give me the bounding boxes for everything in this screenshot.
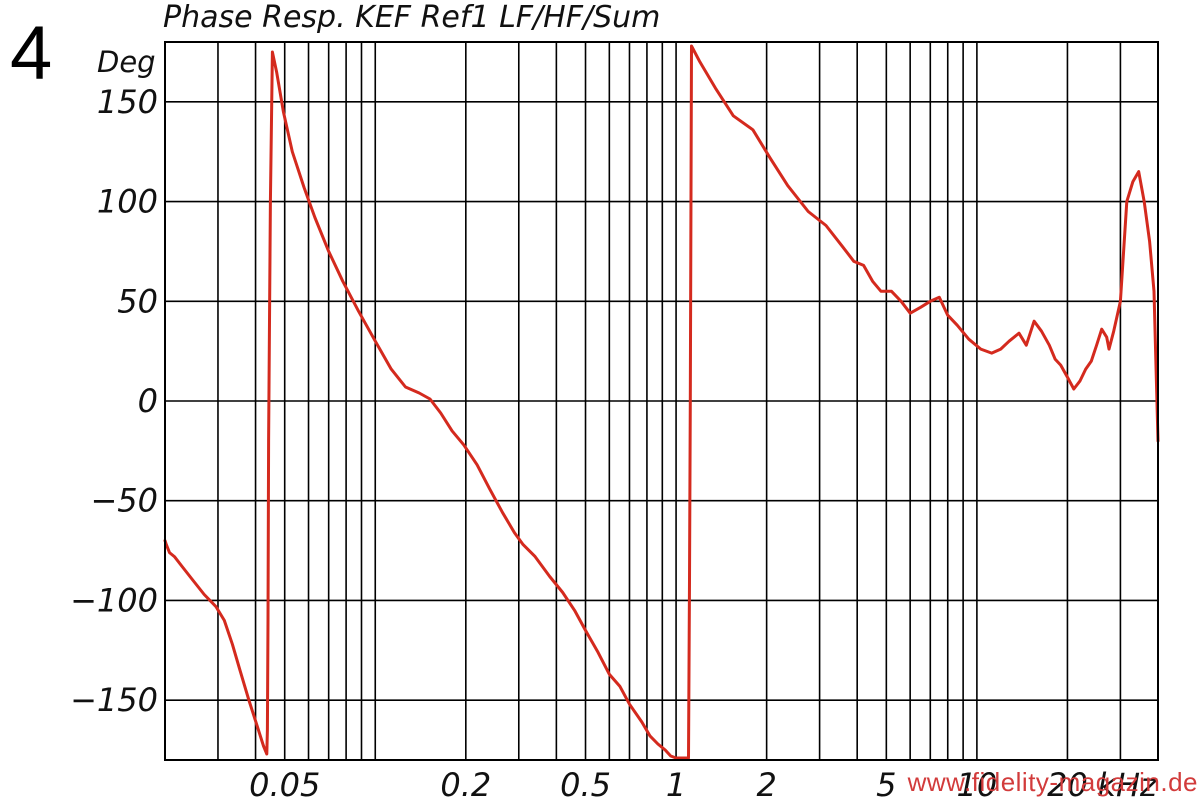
x-tick-label: 10 (957, 766, 998, 800)
y-tick-label: 50 (117, 282, 158, 320)
figure-number: 4 (10, 11, 53, 96)
y-tick-label: 0 (138, 382, 158, 420)
y-axis-unit-label: Deg (97, 45, 156, 79)
chart-title: Phase Resp. KEF Ref1 LF/HF/Sum (163, 0, 660, 35)
x-tick-label: 2 (756, 766, 776, 800)
x-axis-unit-label: kHz (1097, 766, 1158, 800)
y-tick-label: −50 (90, 482, 158, 520)
x-tick-label: 5 (876, 766, 896, 800)
x-tick-label: 0.5 (560, 766, 611, 800)
y-tick-label: −100 (70, 581, 158, 619)
chart-tick-labels: 150 100 50 0 −50 −100 −150 0.05 0.2 0.5 1 2 5 10 20 kHz (70, 83, 1158, 800)
phase-trace-line (163, 44, 1160, 760)
x-tick-label: 0.05 (249, 766, 320, 800)
x-tick-label: 20 (1047, 766, 1088, 800)
x-tick-label: 1 (666, 766, 686, 800)
plot-frame (164, 41, 1159, 761)
y-tick-label: −150 (70, 681, 158, 719)
y-tick-label: 150 (97, 83, 158, 121)
watermark-text: www.fidelity-magazin.de (907, 767, 1198, 797)
y-tick-label: 100 (97, 183, 158, 221)
x-tick-label: 0.2 (440, 766, 491, 800)
chart-plot-area (163, 44, 1160, 760)
chart-grid (165, 42, 1158, 760)
